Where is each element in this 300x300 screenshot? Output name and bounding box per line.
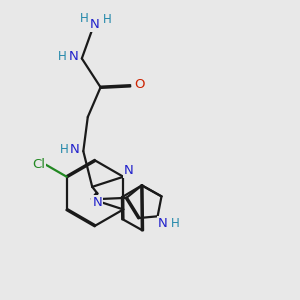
Text: N: N bbox=[158, 217, 168, 230]
Text: H: H bbox=[80, 12, 89, 26]
Text: N: N bbox=[89, 18, 99, 32]
Text: H: H bbox=[103, 13, 112, 26]
Text: N: N bbox=[92, 196, 102, 209]
Text: N: N bbox=[69, 50, 78, 64]
Text: N: N bbox=[70, 143, 80, 156]
Text: Cl: Cl bbox=[32, 158, 45, 171]
Text: O: O bbox=[134, 78, 145, 91]
Text: H: H bbox=[58, 50, 67, 63]
Text: N: N bbox=[124, 164, 134, 177]
Text: H: H bbox=[170, 217, 179, 230]
Text: H: H bbox=[60, 143, 68, 156]
